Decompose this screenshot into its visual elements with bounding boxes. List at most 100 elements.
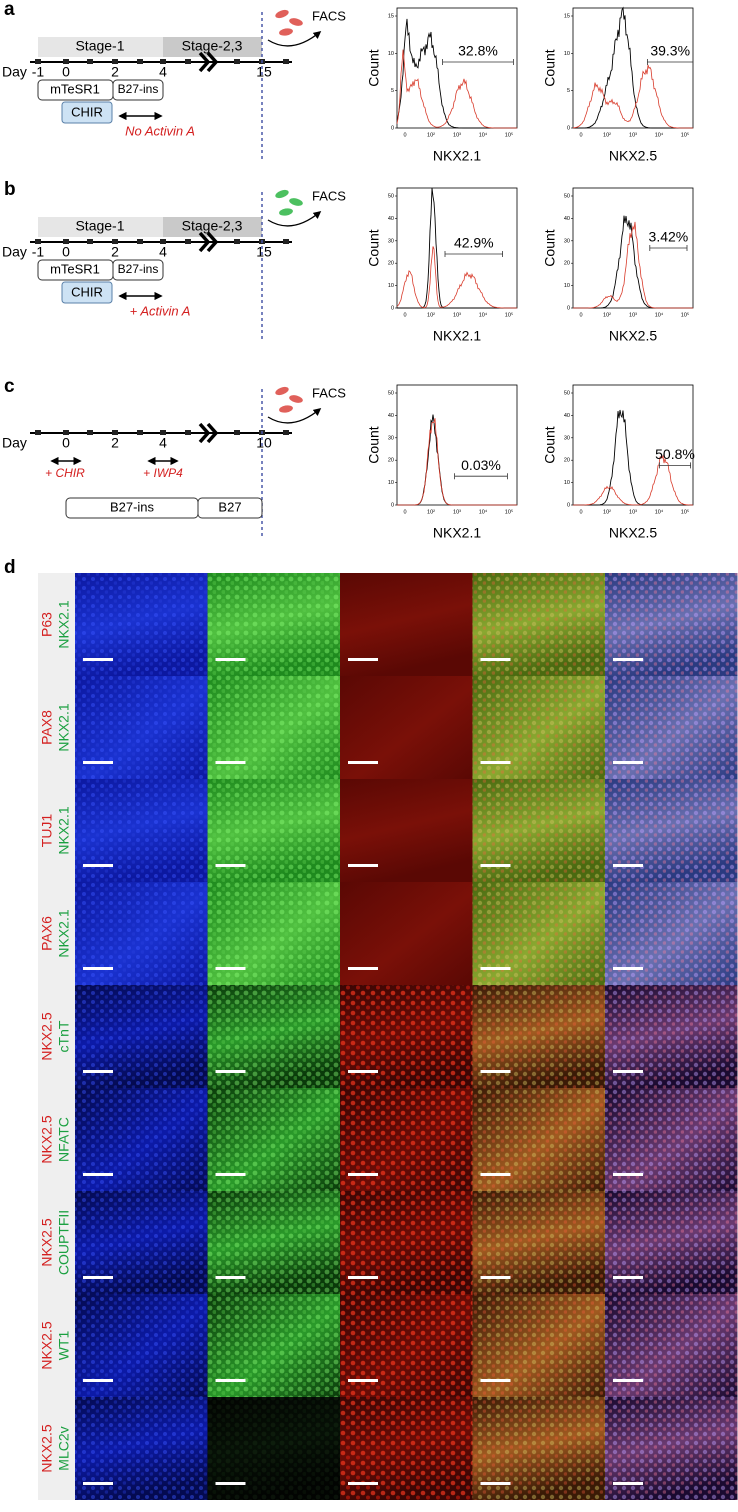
treatment-box <box>61 281 113 304</box>
cell-icon <box>289 395 303 403</box>
y-tick-label: 30 <box>564 435 570 441</box>
timeline-tick <box>185 430 191 435</box>
scale-bar <box>613 761 643 764</box>
timeline-tick <box>283 239 289 244</box>
y-tick-label: 0 <box>391 502 394 508</box>
scale-bar <box>613 864 643 867</box>
cell-icon <box>275 189 289 199</box>
timeline-tick <box>185 59 191 64</box>
timeline-tick <box>112 59 118 64</box>
scale-bar <box>480 967 511 970</box>
x-tick-label: 10³ <box>629 132 637 138</box>
y-tick-label: 5 <box>391 88 394 94</box>
panel-label: c <box>4 376 15 397</box>
cell-icon <box>279 28 293 36</box>
cell-icon <box>275 386 289 396</box>
histogram-frame <box>572 384 694 506</box>
y-tick-label: 10 <box>388 283 394 289</box>
day-number: 4 <box>159 435 167 451</box>
y-axis-label: Count <box>366 229 382 266</box>
y-tick-label: 30 <box>564 238 570 244</box>
x-tick-label: 10⁵ <box>505 311 513 318</box>
scale-bar <box>480 658 511 661</box>
y-tick-label: 50 <box>388 193 394 199</box>
y-axis-label: Count <box>542 229 558 266</box>
day-label: Day <box>2 64 27 80</box>
scale-bar <box>215 1379 246 1382</box>
scale-bar <box>83 1276 113 1279</box>
scale-bar <box>480 1173 511 1176</box>
x-tick-label: 10⁵ <box>681 131 689 138</box>
day-number: 15 <box>256 244 272 260</box>
scale-bar <box>348 761 378 764</box>
day-label: Day <box>2 435 27 451</box>
treatment-label: CHIR <box>71 104 103 119</box>
y-tick-label: 15 <box>388 13 394 19</box>
y-tick-label: 20 <box>388 458 394 464</box>
timeline-tick <box>137 59 143 64</box>
red-marker-label: NKX2.5 <box>39 1321 55 1369</box>
x-axis-label: NKX2.5 <box>609 148 657 164</box>
sample-histogram <box>397 418 517 506</box>
x-tick-label: 10⁵ <box>505 131 513 138</box>
scale-bar <box>215 1482 246 1485</box>
scale-bar <box>613 1482 643 1485</box>
sample-histogram <box>396 49 517 129</box>
x-tick-label: 10² <box>603 132 611 138</box>
y-tick-label: 40 <box>564 413 570 419</box>
stage-box <box>163 217 262 237</box>
media-label: B27-ins <box>110 499 155 514</box>
x-tick-label: 10⁴ <box>479 131 488 138</box>
scale-bar <box>83 1173 113 1176</box>
x-axis-label: NKX2.1 <box>433 328 481 344</box>
control-histogram <box>573 409 693 506</box>
scale-bar <box>480 864 511 867</box>
sample-histogram <box>573 454 693 506</box>
cell-icon <box>275 9 289 19</box>
gate <box>659 462 691 469</box>
media-label: B27-ins <box>118 262 159 276</box>
red-marker-label: TUJ1 <box>39 814 55 848</box>
condition-label: No Activin A <box>125 123 195 138</box>
day-number: 2 <box>111 64 119 80</box>
scale-bar <box>83 1482 113 1485</box>
sample-histogram <box>573 221 693 309</box>
scale-bar <box>480 1276 511 1279</box>
scale-bar <box>83 761 113 764</box>
gate-percentage: 32.8% <box>458 43 498 59</box>
facs-label: FACS <box>312 8 346 23</box>
timeline-tick <box>283 59 289 64</box>
stage-label: Stage-1 <box>75 218 124 234</box>
timeline-tick <box>112 239 118 244</box>
scale-bar <box>215 1070 246 1073</box>
scale-bar <box>348 1173 378 1176</box>
gate <box>454 473 508 480</box>
timeline-tick <box>35 430 41 435</box>
green-marker-label: COUPTFII <box>56 1210 72 1275</box>
timeline-tick <box>87 239 93 244</box>
red-marker-label: NKX2.5 <box>39 1218 55 1266</box>
x-tick-label: 10⁴ <box>655 508 664 515</box>
day-number: 2 <box>111 435 119 451</box>
timeline-tick <box>234 430 240 435</box>
cell-icon <box>279 208 293 216</box>
x-tick-label: 10⁵ <box>505 508 513 515</box>
day-number: -1 <box>32 64 45 80</box>
scale-bar <box>83 658 113 661</box>
x-tick-label: 10⁵ <box>681 311 689 318</box>
control-histogram <box>573 6 693 129</box>
condition-label: + Activin A <box>130 303 191 318</box>
y-axis-label: Count <box>366 49 382 86</box>
green-marker-label: NKX2.1 <box>56 806 72 854</box>
facs-arrow <box>267 211 322 227</box>
red-marker-label: P63 <box>39 612 55 637</box>
stage-box <box>38 37 166 57</box>
panel-label: b <box>4 179 16 200</box>
y-tick-label: 0 <box>391 125 394 131</box>
timeline-tick <box>234 59 240 64</box>
x-tick-label: 10³ <box>629 312 637 318</box>
timeline-tick <box>137 430 143 435</box>
scale-bar <box>348 1276 378 1279</box>
x-tick-label: 10⁴ <box>479 508 488 515</box>
